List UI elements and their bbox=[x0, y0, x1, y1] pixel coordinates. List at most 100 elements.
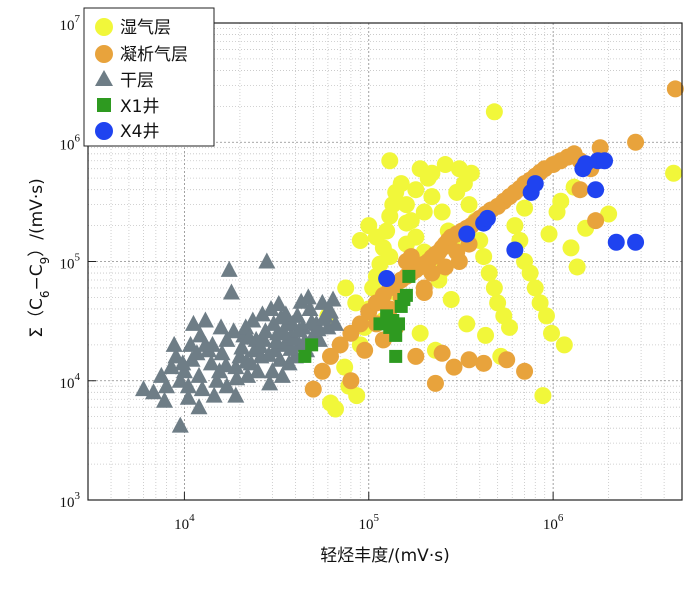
point bbox=[304, 380, 322, 398]
point bbox=[596, 152, 614, 170]
x-axis-label: 轻烃丰度/(mV·s) bbox=[320, 546, 449, 566]
triangle-point bbox=[326, 314, 344, 331]
point bbox=[571, 181, 589, 199]
point bbox=[516, 362, 534, 380]
point bbox=[555, 336, 573, 354]
point bbox=[348, 387, 366, 405]
point bbox=[516, 199, 534, 217]
point bbox=[543, 324, 561, 342]
triangle-point bbox=[190, 398, 208, 415]
point bbox=[526, 279, 544, 297]
point bbox=[367, 228, 385, 246]
triangle-point bbox=[282, 339, 300, 356]
triangle-point bbox=[188, 344, 206, 361]
point bbox=[442, 291, 460, 309]
point bbox=[342, 372, 360, 390]
point bbox=[392, 175, 410, 193]
legend-marker-wet-gas bbox=[95, 18, 113, 36]
point bbox=[478, 209, 496, 227]
point bbox=[402, 248, 420, 266]
points bbox=[134, 80, 684, 433]
triangle-point bbox=[261, 374, 279, 391]
legend-label-wet-gas: 湿气层 bbox=[120, 18, 171, 38]
triangle-point bbox=[145, 383, 163, 400]
point bbox=[458, 315, 476, 333]
point bbox=[436, 258, 454, 276]
tick-label: 105 bbox=[359, 512, 380, 533]
point bbox=[433, 344, 451, 362]
point bbox=[475, 248, 493, 266]
triangle-point bbox=[228, 369, 246, 386]
square-point bbox=[389, 328, 403, 342]
point bbox=[374, 331, 392, 349]
triangle-point bbox=[179, 388, 197, 405]
point bbox=[534, 387, 552, 405]
legend-label-x4: X4井 bbox=[120, 122, 159, 142]
triangle-point bbox=[134, 380, 152, 397]
square-point bbox=[399, 288, 413, 302]
triangle-point bbox=[233, 338, 251, 355]
point bbox=[351, 232, 369, 250]
triangle-point bbox=[309, 320, 327, 337]
triangle-point bbox=[315, 309, 333, 326]
triangle-point bbox=[158, 377, 176, 394]
triangle-point bbox=[182, 335, 200, 352]
point bbox=[445, 358, 463, 376]
point bbox=[458, 225, 476, 243]
point bbox=[552, 192, 570, 210]
triangle-point bbox=[271, 350, 289, 367]
triangle-point bbox=[290, 321, 308, 338]
square-point bbox=[389, 349, 403, 363]
point bbox=[423, 188, 441, 206]
triangle-point bbox=[273, 366, 291, 383]
triangle-point bbox=[218, 377, 236, 394]
point bbox=[489, 294, 507, 312]
point bbox=[423, 264, 441, 282]
point bbox=[378, 270, 396, 288]
triangle-point bbox=[222, 283, 240, 300]
point bbox=[460, 351, 478, 369]
series-0 bbox=[319, 103, 683, 418]
point bbox=[666, 80, 684, 98]
point bbox=[480, 264, 498, 282]
legend-label-x1: X1井 bbox=[120, 97, 159, 117]
series-2 bbox=[134, 252, 344, 433]
point bbox=[562, 239, 580, 257]
point bbox=[381, 248, 399, 266]
point bbox=[531, 294, 549, 312]
triangle-point bbox=[217, 356, 235, 373]
point bbox=[336, 358, 354, 376]
point bbox=[506, 217, 524, 235]
triangle-point bbox=[174, 354, 192, 371]
triangle-point bbox=[240, 328, 258, 345]
point bbox=[537, 307, 555, 325]
legend-marker-x4 bbox=[95, 122, 113, 140]
point bbox=[415, 203, 433, 221]
square-point bbox=[298, 349, 312, 363]
point bbox=[411, 324, 429, 342]
triangle-point bbox=[218, 330, 236, 347]
point bbox=[600, 205, 618, 223]
legend: 湿气层 凝析气层 干层 X1井 X4井 bbox=[83, 7, 215, 147]
series-3 bbox=[298, 269, 416, 363]
tick-label: 105 bbox=[60, 252, 81, 273]
point bbox=[627, 133, 645, 151]
point bbox=[436, 156, 454, 174]
point bbox=[587, 181, 605, 199]
point bbox=[407, 347, 425, 365]
point bbox=[331, 336, 349, 354]
tick-label: 106 bbox=[60, 132, 81, 153]
triangle-point bbox=[301, 299, 319, 316]
triangle-point bbox=[208, 371, 226, 388]
triangle-point bbox=[171, 371, 189, 388]
point bbox=[587, 212, 605, 230]
point bbox=[665, 164, 683, 182]
point bbox=[450, 253, 468, 270]
point bbox=[498, 351, 516, 369]
tick-label: 106 bbox=[543, 512, 564, 533]
point bbox=[326, 400, 344, 418]
legend-marker-x1 bbox=[97, 98, 111, 112]
triangle-point bbox=[262, 299, 280, 316]
legend-marker-dry bbox=[95, 70, 113, 86]
